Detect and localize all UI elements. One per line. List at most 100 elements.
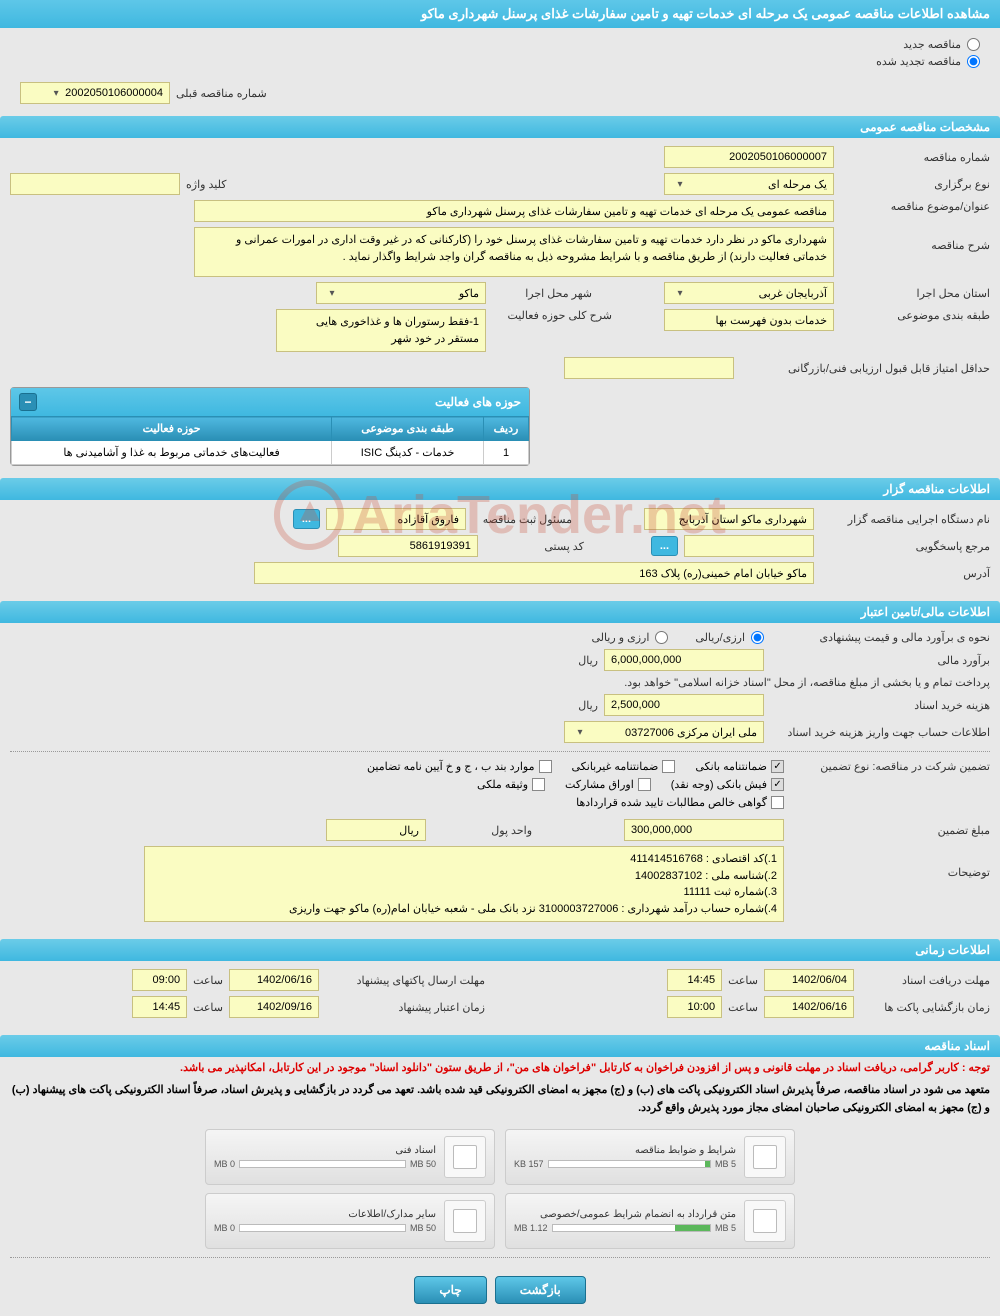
keyword-field[interactable]	[10, 173, 180, 195]
checkbox-icon[interactable]: ✓	[771, 778, 784, 791]
chevron-down-icon: ▾	[323, 288, 341, 299]
doc-used: 0 MB	[214, 1159, 235, 1169]
doc-card[interactable]: سایر مدارک/اطلاعات 50 MB 0 MB	[205, 1193, 495, 1249]
chevron-down-icon: ▾	[571, 727, 589, 738]
section-documents-header: اسناد مناقصه	[0, 1035, 1000, 1057]
doc-cards-row-2: متن قرارداد به انضمام شرایط عمومی/خصوصی …	[0, 1193, 1000, 1249]
doc-title: سایر مدارک/اطلاعات	[214, 1209, 436, 1220]
doc-receive-label: مهلت دریافت اسناد	[860, 974, 990, 987]
notes-field[interactable]: 1.)کد اقتصادی : 411414516768 2.)شناسه مل…	[144, 846, 784, 922]
cb-regulation-label: موارد بند ب ، ج و خ آیین نامه تضامین	[367, 760, 534, 773]
rial-unit: ریال	[578, 699, 598, 712]
reg-label: مسئول ثبت مناقصه	[472, 513, 572, 526]
renewed-tender-radio[interactable]	[967, 55, 980, 68]
section-holder-body: نام دستگاه اجرایی مناقصه گزار شهرداری ما…	[0, 500, 1000, 597]
separator	[10, 751, 990, 752]
type-select[interactable]: یک مرحله ای ▾	[664, 173, 834, 195]
section-general-body: شماره مناقصه 2002050106000007 نوع برگزار…	[0, 138, 1000, 474]
desc-field[interactable]: شهرداری ماکو در نظر دارد خدمات تهیه و تا…	[194, 227, 834, 277]
notice-black: متعهد می شود در اسناد مناقصه، صرفاً پذیر…	[0, 1078, 1000, 1121]
doc-card[interactable]: متن قرارداد به انضمام شرایط عمومی/خصوصی …	[505, 1193, 795, 1249]
min-score-label: حداقل امتیاز قابل قبول ارزیابی فنی/بازرگ…	[740, 362, 990, 375]
min-score-field[interactable]	[564, 357, 734, 379]
checkbox-icon[interactable]	[771, 796, 784, 809]
time-label: ساعت	[728, 974, 758, 987]
time-label: ساعت	[193, 974, 223, 987]
section-financial-body: نحوه ی برآورد مالی و قیمت پیشنهادی ارزی/…	[0, 623, 1000, 935]
subject-label: عنوان/موضوع مناقصه	[840, 200, 990, 213]
section-financial-header: اطلاعات مالی/تامین اعتبار	[0, 601, 1000, 623]
time-label: ساعت	[728, 1001, 758, 1014]
section-timing-body: مهلت دریافت اسناد 1402/06/04 ساعت 14:45 …	[0, 961, 1000, 1031]
contact-label: مرجع پاسخگویی	[820, 540, 990, 553]
doc-total: 50 MB	[410, 1159, 436, 1169]
address-label: آدرس	[820, 567, 990, 580]
print-button[interactable]: چاپ	[414, 1276, 486, 1304]
guarantee-amount-field: 300,000,000	[624, 819, 784, 841]
checkbox-icon[interactable]	[662, 760, 675, 773]
currency-rial-radio[interactable]	[655, 631, 668, 644]
address-field: ماکو خیابان امام خمینی(ره) پلاک 163	[254, 562, 814, 584]
account-value: ملی ایران مرکزی 03727006	[589, 726, 757, 739]
section-holder-header: اطلاعات مناقصه گزار	[0, 478, 1000, 500]
tender-no-label: شماره مناقصه	[840, 151, 990, 164]
doc-progress-bar	[239, 1224, 406, 1232]
scope-label: شرح کلی حوزه فعالیت	[492, 309, 612, 322]
org-field: شهرداری ماکو استان آذربایج	[644, 508, 814, 530]
org-label: نام دستگاه اجرایی مناقصه گزار	[820, 513, 990, 526]
folder-icon	[744, 1200, 786, 1242]
doc-receive-time: 14:45	[667, 969, 722, 991]
chevron-down-icon: ▾	[671, 179, 689, 190]
activity-cell-scope: فعالیت‌های خدماتی مربوط به غذا و آشامیدن…	[12, 441, 332, 465]
subject-field[interactable]: مناقصه عمومی یک مرحله ای خدمات تهیه و تا…	[194, 200, 834, 222]
doc-title: اسناد فنی	[214, 1145, 436, 1156]
activity-col-category: طبقه بندی موضوعی	[332, 417, 484, 441]
guarantee-type-label: تضمین شرکت در مناقصه: نوع تضمین	[790, 760, 990, 773]
activity-cell-category: خدمات - کدینگ ISIC	[332, 441, 484, 465]
postal-label: کد پستی	[484, 540, 584, 553]
doc-card[interactable]: اسناد فنی 50 MB 0 MB	[205, 1129, 495, 1185]
postal-field: 5861919391	[338, 535, 478, 557]
province-value: آذربایجان غربی	[689, 287, 827, 300]
validity-label: زمان اعتبار پیشنهاد	[325, 1001, 485, 1014]
rial-radio[interactable]	[751, 631, 764, 644]
checkbox-icon[interactable]	[638, 778, 651, 791]
city-select[interactable]: ماکو ▾	[316, 282, 486, 304]
doc-card[interactable]: شرایط و ضوابط مناقصه 5 MB 157 KB	[505, 1129, 795, 1185]
rial-unit: ریال	[578, 654, 598, 667]
doc-total: 5 MB	[715, 1159, 736, 1169]
cb-net-claims-label: گواهی خالص مطالبات تایید شده قراردادها	[576, 796, 767, 809]
back-button[interactable]: بازگشت	[495, 1276, 586, 1304]
account-select[interactable]: ملی ایران مرکزی 03727006 ▾	[564, 721, 764, 743]
doc-cards-row-1: شرایط و ضوابط مناقصه 5 MB 157 KB اسناد ف…	[0, 1129, 1000, 1185]
more-button[interactable]: ...	[293, 509, 320, 529]
contact-field[interactable]	[684, 535, 814, 557]
more-button[interactable]: ...	[651, 536, 678, 556]
checkbox-icon[interactable]: ✓	[771, 760, 784, 773]
treasury-note: پرداخت تمام و یا بخشی از مبلغ مناقصه، از…	[624, 676, 990, 689]
doc-progress-bar	[239, 1160, 406, 1168]
doc-used: 0 MB	[214, 1223, 235, 1233]
prev-tender-value[interactable]: 2002050106000004 ▾	[20, 82, 170, 104]
province-select[interactable]: آذربایجان غربی ▾	[664, 282, 834, 304]
collapse-button[interactable]: −	[19, 393, 37, 411]
page-title: مشاهده اطلاعات مناقصه عمومی یک مرحله ای …	[0, 0, 1000, 28]
section-general-header: مشخصات مناقصه عمومی	[0, 116, 1000, 138]
validity-time: 14:45	[132, 996, 187, 1018]
new-tender-label: مناقصه جدید	[903, 38, 961, 51]
category-field[interactable]: خدمات بدون فهرست بها	[664, 309, 834, 331]
desc-label: شرح مناقصه	[840, 227, 990, 252]
new-tender-radio[interactable]	[967, 38, 980, 51]
cb-participation-label: اوراق مشارکت	[565, 778, 634, 791]
doc-used: 1.12 MB	[514, 1223, 548, 1233]
doc-total: 50 MB	[410, 1223, 436, 1233]
currency-rial-label: ارزی و ریالی	[591, 631, 649, 644]
scope-field[interactable]: 1-فقط رستوران ها و غذاخوری هایی مستقر در…	[276, 309, 486, 352]
estimate-label: برآورد مالی	[770, 654, 990, 667]
section-timing-header: اطلاعات زمانی	[0, 939, 1000, 961]
checkbox-icon[interactable]	[539, 760, 552, 773]
doc-bar-fill	[705, 1161, 710, 1167]
checkbox-icon[interactable]	[532, 778, 545, 791]
money-unit-label: واحد پول	[432, 824, 532, 837]
type-label: نوع برگزاری	[840, 178, 990, 191]
